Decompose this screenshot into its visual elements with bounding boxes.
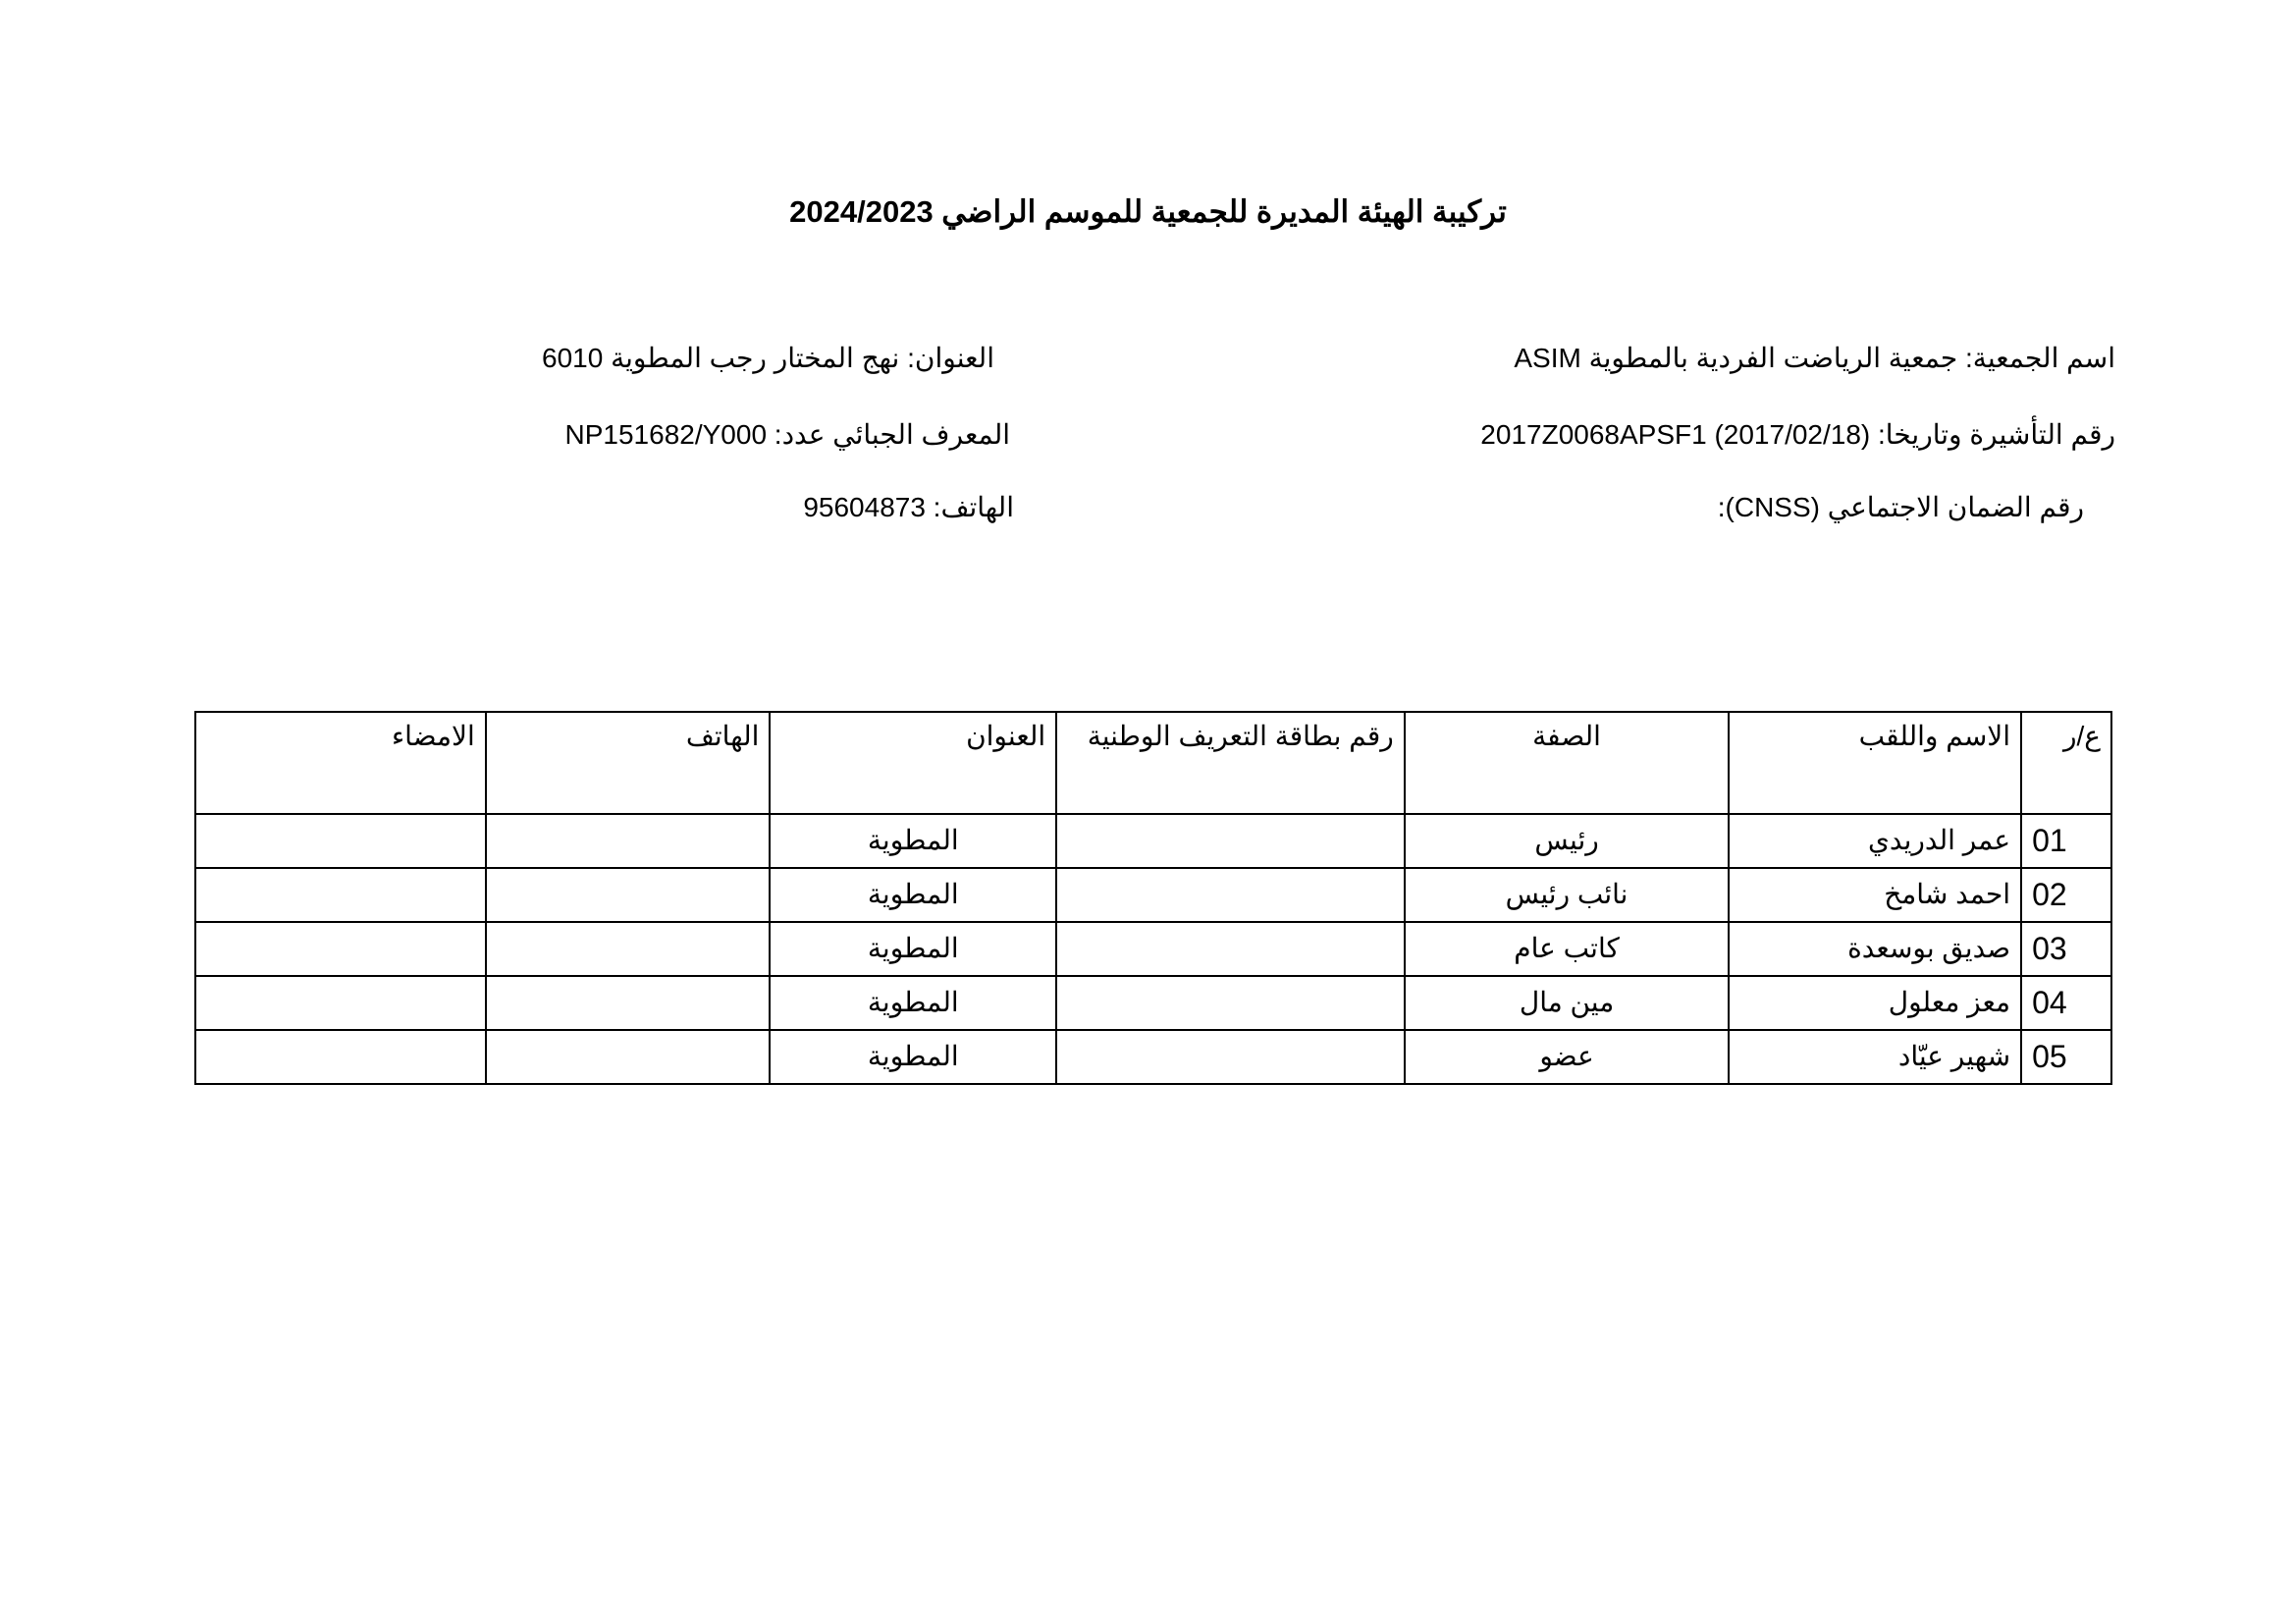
address: العنوان: نهج المختار رجب المطوية 6010 — [542, 343, 994, 373]
cell-signature — [194, 1029, 487, 1085]
table-row: 05 شهير عيّاد عضو المطوية — [194, 1029, 2112, 1085]
association-name: اسم الجمعية: جمعية الرياضت الفردية بالمط… — [1514, 343, 2115, 373]
cell-name: معز معلول — [1728, 975, 2023, 1031]
phone: الهاتف: 95604873 — [803, 492, 1014, 522]
cell-phone — [484, 813, 772, 869]
board-members-table: ع/ر الاسم واللقب الصفة رقم بطاقة التعريف… — [194, 711, 2112, 1085]
cell-num: 01 — [2020, 813, 2112, 869]
cell-signature — [194, 813, 487, 869]
cell-num: 05 — [2020, 1029, 2112, 1085]
cell-name: احمد شامخ — [1728, 867, 2023, 923]
cell-address: المطوية — [769, 1029, 1058, 1085]
header-cin: رقم بطاقة التعريف الوطنية — [1055, 711, 1406, 815]
cell-address: المطوية — [769, 813, 1058, 869]
table-header-row: ع/ر الاسم واللقب الصفة رقم بطاقة التعريف… — [194, 711, 2112, 815]
header-address: العنوان — [769, 711, 1058, 815]
document-title: تركيبة الهيئة المديرة للجمعية للموسم الر… — [789, 194, 1507, 229]
header-role: الصفة — [1403, 711, 1731, 815]
cnss-number: رقم الضمان الاجتماعي (CNSS): — [1717, 492, 2084, 522]
header-signature: الامضاء — [194, 711, 487, 815]
cell-cin — [1055, 813, 1406, 869]
cell-signature — [194, 975, 487, 1031]
cell-signature — [194, 921, 487, 977]
cell-role: رئيس — [1403, 813, 1731, 869]
header-name: الاسم واللقب — [1728, 711, 2023, 815]
cell-cin — [1055, 975, 1406, 1031]
cell-name: عمر الدريدي — [1728, 813, 2023, 869]
cell-phone — [484, 867, 772, 923]
cell-num: 04 — [2020, 975, 2112, 1031]
cell-phone — [484, 1029, 772, 1085]
cell-address: المطوية — [769, 921, 1058, 977]
cell-address: المطوية — [769, 867, 1058, 923]
cell-name: شهير عيّاد — [1728, 1029, 2023, 1085]
cell-cin — [1055, 867, 1406, 923]
tax-id: المعرف الجبائي عدد: NP151682/Y000 — [564, 419, 1010, 450]
table-row: 03 صديق بوسعدة كاتب عام المطوية — [194, 921, 2112, 977]
cell-role: عضو — [1403, 1029, 1731, 1085]
cell-cin — [1055, 921, 1406, 977]
cell-phone — [484, 975, 772, 1031]
cell-num: 02 — [2020, 867, 2112, 923]
visa-number: رقم التأشيرة وتاريخا: 2017Z0068APSF1 (20… — [1480, 419, 2115, 450]
header-phone: الهاتف — [484, 711, 772, 815]
cell-role: كاتب عام — [1403, 921, 1731, 977]
cell-name: صديق بوسعدة — [1728, 921, 2023, 977]
table-row: 01 عمر الدريدي رئيس المطوية — [194, 813, 2112, 869]
cell-role: نائب رئيس — [1403, 867, 1731, 923]
cell-signature — [194, 867, 487, 923]
cell-cin — [1055, 1029, 1406, 1085]
table-row: 02 احمد شامخ نائب رئيس المطوية — [194, 867, 2112, 923]
table-row: 04 معز معلول مين مال المطوية — [194, 975, 2112, 1031]
cell-phone — [484, 921, 772, 977]
cell-address: المطوية — [769, 975, 1058, 1031]
cell-role: مين مال — [1403, 975, 1731, 1031]
cell-num: 03 — [2020, 921, 2112, 977]
header-number: ع/ر — [2020, 711, 2112, 815]
